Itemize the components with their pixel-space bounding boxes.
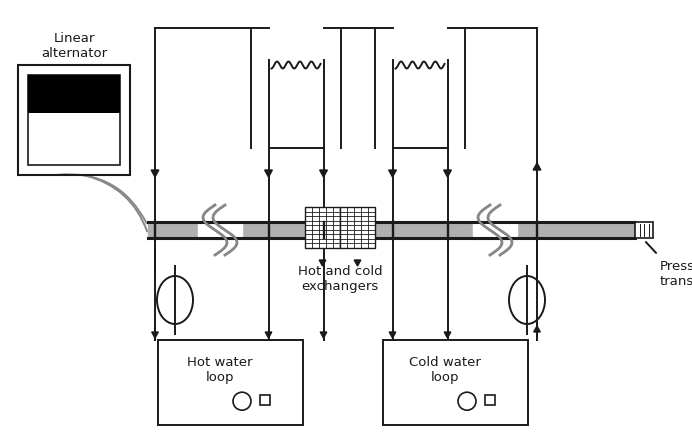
Bar (18, 65, 130, 175)
Polygon shape (319, 260, 326, 266)
Bar (28, 75, 120, 113)
Polygon shape (389, 332, 396, 338)
Text: Cold water
loop: Cold water loop (409, 356, 481, 384)
Text: Hot water
loop: Hot water loop (188, 356, 253, 384)
Polygon shape (151, 170, 159, 177)
Bar (260, 395, 270, 405)
Text: Linear
alternator: Linear alternator (41, 32, 107, 60)
Text: Pressure
transducer: Pressure transducer (660, 260, 692, 288)
Polygon shape (534, 326, 540, 332)
Polygon shape (264, 170, 273, 177)
Polygon shape (389, 170, 397, 177)
Polygon shape (265, 332, 272, 338)
Bar (485, 395, 495, 405)
Polygon shape (444, 332, 450, 338)
Polygon shape (320, 332, 327, 338)
Polygon shape (152, 332, 158, 338)
Polygon shape (533, 163, 541, 170)
Polygon shape (444, 170, 451, 177)
Bar (305, 207, 340, 248)
Text: Hot and cold
exchangers: Hot and cold exchangers (298, 265, 382, 293)
Bar (635, 222, 653, 238)
Bar (383, 340, 527, 425)
Polygon shape (320, 170, 327, 177)
Bar (340, 207, 375, 248)
Bar (158, 340, 302, 425)
Bar (28, 75, 120, 165)
Polygon shape (354, 260, 361, 266)
